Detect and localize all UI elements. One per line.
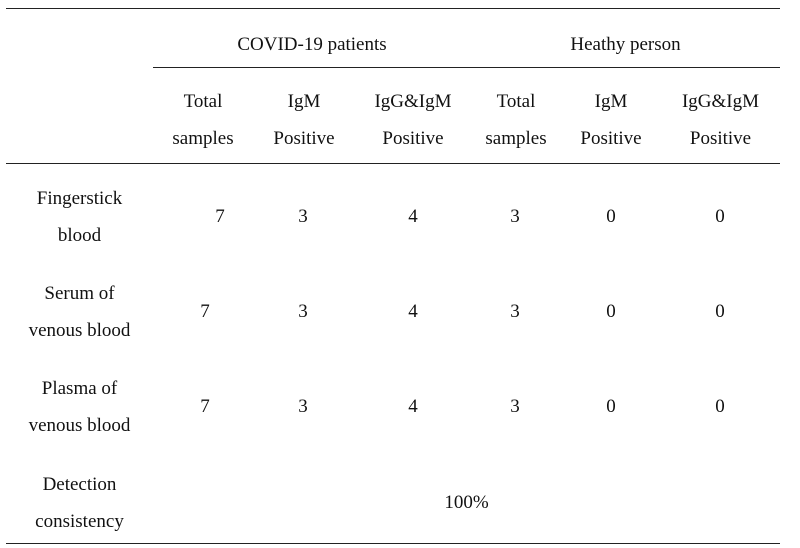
subheader-line: Positive [382,128,444,149]
table-cell: 4 [408,206,418,227]
subheader-line: Total [496,91,536,112]
header-rule [6,163,780,164]
subheader-line: Positive [273,128,335,149]
row-label-line: venous blood [28,415,131,436]
subheader-igm-positive: IgM Positive [253,83,355,157]
table-cell: 0 [715,396,725,417]
table-cell: 7 [200,396,210,417]
subheader-line: Positive [580,128,642,149]
detection-consistency-value: 100% [444,492,489,513]
table-cell: 3 [298,301,308,322]
table-cell: 0 [715,206,725,227]
subheader-igg-igm-positive: IgG&IgM Positive [355,83,471,157]
table-top-rule [6,8,780,9]
table-cell: 7 [215,206,225,227]
table-cell: 7 [200,301,210,322]
row-label-line: Detection [42,474,117,495]
table-cell: 3 [510,206,520,227]
row-label-line: Fingerstick [36,188,123,209]
subheader-total-samples: Total samples [471,83,561,157]
group-header-rule [153,67,780,68]
row-label-line: Plasma of [41,378,118,399]
subheader-line: IgG&IgM [374,91,452,112]
subheader-line: IgG&IgM [681,91,760,112]
row-label-plasma-venous-blood: Plasma of venous blood [6,370,153,444]
subheader-igm-positive: IgM Positive [561,83,661,157]
subheader-line: IgM [594,91,628,112]
row-label-line: consistency [35,511,124,532]
subheader-line: Total [183,91,223,112]
row-label-fingerstick-blood: Fingerstick blood [6,180,153,254]
table-cell: 0 [715,301,725,322]
subheader-line: IgM [287,91,321,112]
subheader-line: Positive [689,128,752,149]
table-bottom-rule [6,543,780,544]
row-label-line: Serum of [44,283,115,304]
table-cell: 3 [298,206,308,227]
table-cell: 0 [606,301,616,322]
table-cell: 3 [510,301,520,322]
table-cell: 0 [606,396,616,417]
row-label-line: venous blood [28,320,131,341]
group-header-healthy-person: Heathy person [570,34,681,55]
subheader-total-samples: Total samples [153,83,253,157]
row-label-serum-venous-blood: Serum of venous blood [6,275,153,349]
row-label-detection-consistency: Detection consistency [6,466,153,540]
row-label-line: blood [57,225,102,246]
subheader-igg-igm-positive: IgG&IgM Positive [661,83,780,157]
table-cell: 3 [510,396,520,417]
group-header-covid-patients: COVID-19 patients [237,34,387,55]
subheader-line: samples [485,128,547,149]
table-cell: 3 [298,396,308,417]
table-cell: 4 [408,396,418,417]
table-cell: 0 [606,206,616,227]
subheader-line: samples [172,128,234,149]
table-cell: 4 [408,301,418,322]
